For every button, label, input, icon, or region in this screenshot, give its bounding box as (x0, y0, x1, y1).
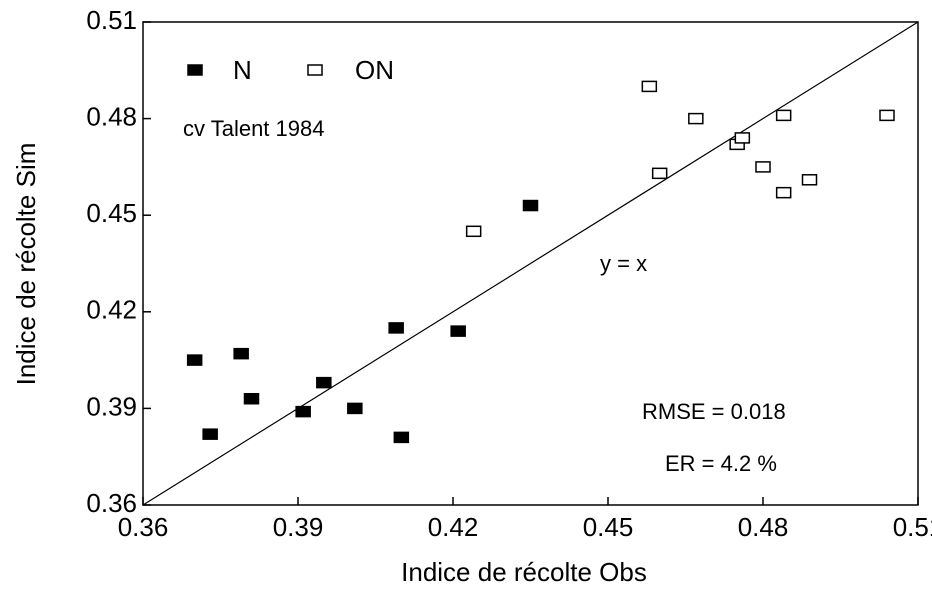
point (202, 428, 218, 440)
x-axis-label: Indice de récolte Obs (401, 557, 647, 587)
point (243, 392, 260, 405)
y-tick-label: 0.39 (86, 391, 137, 421)
x-tick-label: 0.36 (118, 512, 169, 542)
point (641, 80, 658, 93)
y-tick-label: 0.36 (86, 488, 137, 518)
point (801, 174, 818, 186)
point (465, 225, 482, 238)
point (347, 402, 363, 415)
legend-label: ON (355, 55, 394, 85)
legend-marker (187, 64, 203, 76)
annotation: y = x (600, 251, 647, 276)
point (775, 186, 792, 199)
point (393, 431, 410, 444)
y-tick-label: 0.48 (86, 101, 137, 131)
plot-frame (142, 21, 919, 506)
point (879, 109, 895, 122)
annotation: cv Talent 1984 (183, 116, 324, 141)
point (316, 376, 332, 389)
legend-marker (307, 64, 323, 76)
y-tick-label: 0.51 (86, 5, 137, 35)
x-tick-label: 0.48 (738, 512, 789, 542)
point (775, 109, 792, 122)
y-tick-label: 0.42 (86, 295, 137, 325)
x-tick-label: 0.45 (583, 512, 634, 542)
identity-line (142, 21, 919, 506)
y-axis-label: Indice de récolte Sim (11, 143, 41, 386)
x-tick-label: 0.39 (273, 512, 324, 542)
x-tick-label: 0.51 (893, 512, 932, 542)
point (186, 354, 203, 366)
point (233, 347, 249, 360)
point (651, 167, 668, 180)
point (734, 132, 751, 144)
point (755, 161, 771, 173)
x-tick-label: 0.42 (428, 512, 479, 542)
point (688, 112, 704, 125)
annotation: ER = 4.2 % (665, 451, 777, 476)
point (522, 199, 539, 212)
point (295, 405, 311, 418)
point (450, 325, 466, 337)
annotation: RMSE = 0.018 (642, 399, 786, 424)
legend-label: N (233, 55, 252, 85)
y-tick-label: 0.45 (86, 198, 137, 228)
point (388, 322, 404, 334)
